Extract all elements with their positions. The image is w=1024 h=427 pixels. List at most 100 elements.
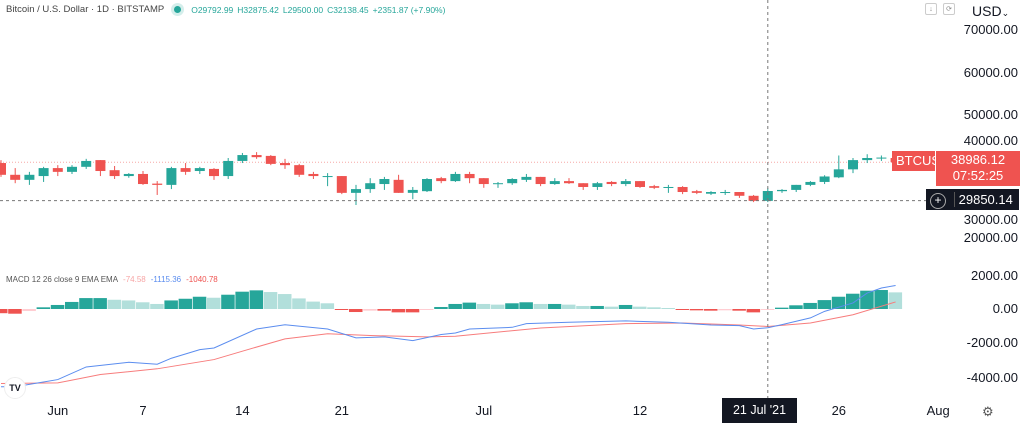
price-axis-label: 50000.00: [963, 107, 1018, 122]
macd-histogram-bar: [732, 309, 746, 311]
macd-axis-label: -2000.00: [966, 335, 1018, 350]
macd-histogram-bar: [221, 294, 235, 309]
macd-indicator-name[interactable]: MACD 12 26 close 9 EMA EMA: [6, 275, 119, 284]
close-value: C32138.45: [327, 4, 369, 15]
macd-histogram-bar: [647, 307, 661, 309]
macd-histogram-bar: [22, 309, 36, 312]
candle-body: [478, 178, 489, 185]
crosshair-price-tag: + 29850.14: [926, 189, 1019, 210]
candle-body: [308, 173, 319, 177]
macd-histogram-bar: [263, 292, 278, 309]
candle-body: [535, 176, 546, 185]
candle-body: [706, 192, 716, 194]
macd-histogram-bar: [789, 305, 803, 309]
macd-histogram-bar: [164, 300, 178, 309]
candle-body: [294, 165, 305, 175]
candle-body: [578, 183, 589, 187]
time-axis-label: 14: [235, 403, 250, 418]
crosshair-date-tag: 21 Jul '21: [722, 398, 797, 423]
time-axis-label: 7: [139, 403, 147, 418]
gear-icon[interactable]: ⚙: [982, 404, 994, 419]
macd-histogram-bar: [136, 302, 150, 309]
bar-countdown: 07:52:25: [952, 168, 1004, 183]
low-value: L29500.00: [282, 4, 324, 15]
macd-histogram-bar: [562, 304, 576, 309]
candle-body: [194, 168, 205, 172]
market-status-icon: [174, 6, 182, 13]
macd-histogram-bar: [547, 303, 562, 309]
tradingview-logo[interactable]: TV: [4, 377, 26, 399]
macd-histogram-bar: [377, 309, 391, 311]
candle-body: [677, 186, 688, 193]
last-price-value: 38986.12: [950, 152, 1006, 167]
candle-body: [0, 163, 6, 175]
price-axis-label: 60000.00: [963, 65, 1018, 80]
change-value: +2351.87 (+7.90%): [372, 4, 446, 15]
auto-scale-icon[interactable]: ⟳: [943, 3, 955, 15]
macd-histogram-bar: [207, 297, 221, 309]
macd-histogram-bar: [476, 303, 491, 309]
price-axis-label: 20000.00: [963, 230, 1018, 245]
candle-body: [407, 189, 418, 193]
candle-body: [209, 168, 219, 177]
candle-body: [805, 181, 816, 185]
macd-histogram-bar: [278, 294, 292, 309]
macd-histogram-bar: [107, 299, 122, 309]
macd-histogram-bar: [803, 302, 817, 309]
candle-body: [365, 183, 376, 190]
candle-body: [180, 168, 191, 172]
macd-histogram-bar: [150, 303, 164, 309]
time-axis-label: 12: [632, 403, 648, 418]
candle-body: [521, 176, 532, 180]
macd-histogram-bar: [0, 309, 8, 314]
candle-body: [237, 155, 248, 161]
macd-histogram-bar: [704, 309, 718, 311]
candle-body: [152, 183, 163, 185]
candle-body: [549, 181, 560, 185]
macd-histogram-bar: [391, 309, 406, 313]
macd-histogram-bar: [519, 302, 533, 309]
macd-histogram-bar: [590, 305, 604, 309]
macd-histogram-bar: [235, 291, 249, 309]
candle-body: [464, 173, 475, 179]
add-alert-icon[interactable]: +: [930, 193, 946, 209]
macd-hist-value: -74.58: [123, 275, 146, 284]
currency-selector[interactable]: USD⌄: [972, 3, 1009, 19]
candle-body: [848, 160, 858, 170]
candle-body: [649, 186, 660, 188]
candle-body: [379, 179, 390, 185]
time-axis-label: Aug: [926, 403, 950, 418]
macd-histogram-bar: [50, 304, 65, 309]
crosshair-price-value: 29850.14: [953, 192, 1013, 207]
macd-axis-label: 0.00: [992, 301, 1018, 316]
candle-body: [251, 155, 262, 158]
candle-body: [166, 168, 177, 185]
macd-histogram-bar: [320, 303, 335, 309]
macd-histogram-bar: [349, 309, 363, 313]
signal-value: -1040.78: [186, 275, 218, 284]
time-axis-label: 26: [831, 403, 847, 418]
candle-body: [819, 176, 830, 182]
candle-body: [507, 179, 518, 184]
candle-body: [635, 181, 645, 187]
price-axis-label: 70000.00: [963, 22, 1018, 37]
macd-axis-label: 2000.00: [971, 268, 1018, 283]
macd-line: [1, 284, 896, 388]
macd-histogram-bar: [36, 307, 51, 309]
candle-body: [436, 178, 447, 182]
macd-histogram-bar: [434, 306, 448, 309]
symbol-title[interactable]: Bitcoin / U.S. Dollar · 1D · BITSTAMP: [6, 4, 165, 15]
price-axis-label: 40000.00: [963, 133, 1018, 148]
candle-body: [67, 166, 77, 172]
candle-body: [38, 168, 49, 177]
macd-histogram-bar: [121, 300, 136, 309]
arrow-down-icon[interactable]: ↓: [925, 3, 937, 15]
time-axis-label: 21: [334, 403, 350, 418]
candle-body: [876, 157, 887, 159]
macd-histogram-bar: [604, 306, 619, 309]
macd-histogram-bar: [420, 309, 434, 310]
macd-histogram-bar: [817, 300, 832, 309]
candle-body: [663, 186, 674, 188]
macd-histogram-bar: [874, 290, 888, 309]
